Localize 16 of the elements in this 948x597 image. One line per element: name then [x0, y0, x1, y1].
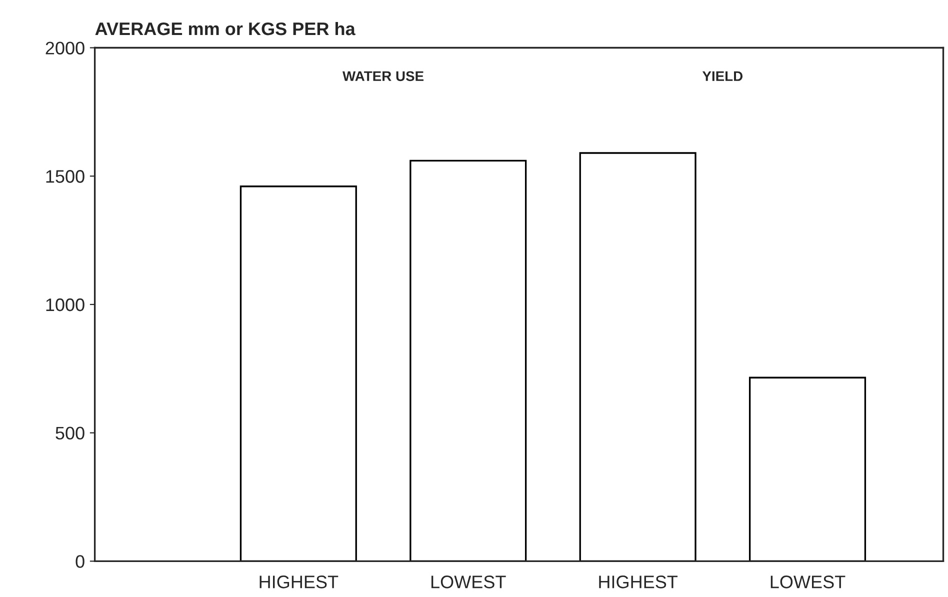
y-tick-label: 1000 [46, 298, 84, 312]
bar [748, 376, 866, 562]
bar [579, 152, 696, 562]
y-tick-label: 1500 [46, 170, 84, 183]
x-tick-label: HIGHEST [599, 576, 678, 588]
annotation: YIELD [702, 71, 743, 81]
x-tick-label: LOWEST [770, 576, 846, 588]
bar [410, 160, 527, 562]
y-axis-title: AVERAGE mm or KGS PER ha [95, 22, 356, 36]
annotation: WATER USE [342, 71, 424, 82]
bar [240, 186, 357, 562]
y-tick-label: 2000 [46, 42, 84, 54]
x-tick-label: HIGHEST [260, 576, 338, 588]
y-tick-label: 0 [76, 555, 84, 568]
x-tick-label: LOWEST [431, 576, 506, 588]
y-tick-label: 500 [56, 426, 84, 440]
